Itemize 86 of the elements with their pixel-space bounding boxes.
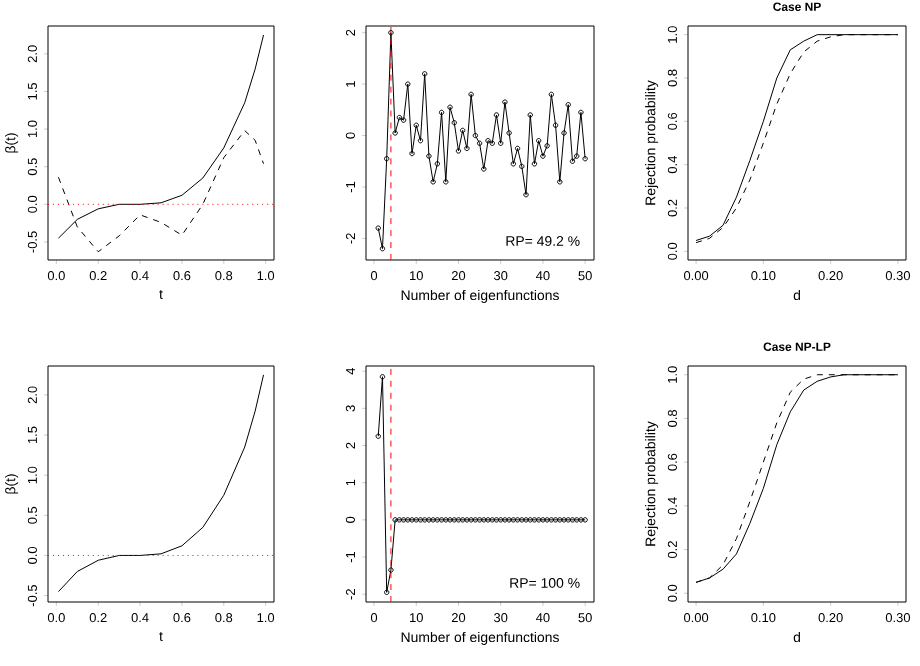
point: [405, 81, 411, 87]
point: [531, 517, 538, 523]
point: [430, 179, 436, 185]
point: [417, 517, 424, 523]
point: [413, 517, 419, 523]
point: [438, 517, 445, 523]
point: [485, 137, 491, 144]
point: [392, 517, 398, 523]
point: [481, 517, 487, 523]
point: [506, 517, 512, 523]
point: [443, 517, 449, 523]
point: [536, 517, 542, 523]
point: [400, 517, 407, 523]
point: [527, 517, 533, 523]
point: [493, 112, 500, 118]
point: [476, 140, 483, 146]
point: [405, 517, 411, 523]
point: [540, 153, 546, 159]
point: [578, 109, 584, 116]
point: [379, 374, 386, 380]
point: [498, 140, 504, 146]
point: [544, 517, 550, 523]
point: [384, 155, 390, 162]
point: [409, 150, 415, 157]
point: [548, 91, 555, 98]
point: [422, 71, 428, 77]
point: [472, 132, 479, 139]
point: [443, 179, 449, 185]
point: [468, 517, 474, 523]
point: [565, 517, 571, 523]
point: [519, 163, 525, 170]
point: [392, 130, 398, 136]
point: [472, 517, 479, 523]
point: [523, 191, 529, 198]
point: [536, 137, 542, 144]
point: [552, 122, 559, 128]
point: [502, 99, 508, 105]
point: [476, 517, 483, 523]
point: [430, 517, 436, 523]
point: [565, 101, 571, 108]
point: [413, 122, 419, 128]
point: [460, 517, 466, 523]
point: [569, 517, 576, 523]
point: [396, 114, 403, 121]
point: [510, 161, 517, 167]
point: [531, 161, 538, 167]
point: [400, 117, 407, 123]
point: [434, 517, 441, 523]
point: [447, 104, 453, 110]
point: [510, 517, 517, 523]
point: [426, 153, 432, 159]
point: [569, 158, 576, 164]
point: [506, 130, 512, 136]
point: [527, 112, 533, 118]
point: [388, 567, 394, 573]
point: [417, 137, 424, 144]
point: [557, 517, 563, 523]
point: [451, 517, 457, 523]
point: [438, 109, 445, 116]
point: [561, 130, 567, 136]
point: [514, 145, 521, 152]
line-series: [57, 374, 265, 593]
point: [451, 119, 457, 126]
point: [489, 517, 495, 523]
point: [493, 517, 500, 523]
point: [468, 91, 474, 98]
point: [489, 140, 495, 146]
point: [379, 245, 386, 252]
point: [455, 517, 462, 523]
point: [574, 153, 580, 159]
point: [460, 127, 466, 134]
point: [464, 145, 470, 152]
point: [514, 517, 521, 523]
point: [557, 179, 563, 185]
point: [388, 29, 394, 36]
point: [544, 143, 550, 149]
point: [519, 517, 525, 523]
point: [455, 148, 462, 154]
point: [396, 517, 403, 523]
point: [552, 517, 559, 523]
point: [422, 517, 428, 523]
point: [384, 589, 390, 596]
point: [434, 161, 441, 167]
point: [548, 517, 555, 523]
point: [498, 517, 504, 523]
point: [481, 166, 487, 172]
